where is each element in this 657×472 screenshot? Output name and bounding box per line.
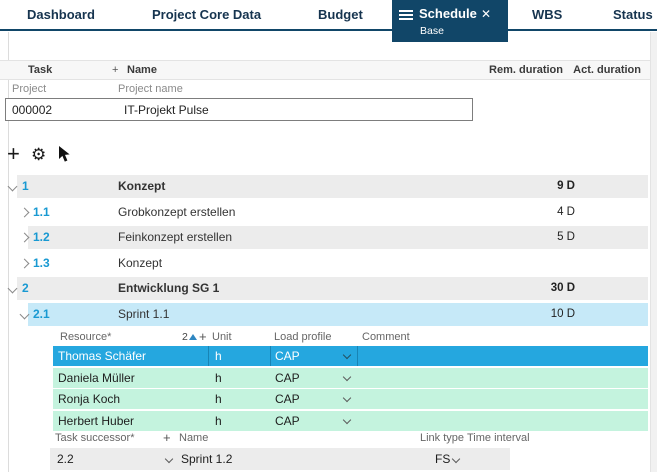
successor-task-number: 2.2 [57,452,74,466]
task-rem-duration: 5 D [557,231,575,243]
col-task-label: Task [28,64,53,76]
res-col-unit-label: Unit [212,331,232,343]
add-icon[interactable]: + [7,141,20,166]
succ-col-link-type-label: Link type [420,432,465,444]
add-column-icon[interactable]: + [112,64,119,76]
tab-wbs[interactable]: WBS [532,7,563,22]
dropdown-chevron-icon[interactable] [164,454,174,464]
dropdown-chevron-icon[interactable] [342,372,352,381]
cell-separator [270,346,271,366]
resource-row[interactable]: Daniela Müller h CAP [53,367,648,388]
pane-left-border [8,32,9,472]
successor-link-type: FS [435,452,451,466]
active-tab-sublabel: Base [420,25,444,37]
cell-separator [208,346,209,366]
project-input-group [5,98,473,121]
successor-name: Sprint 1.2 [181,452,233,466]
resource-load-profile: CAP [275,413,300,428]
task-row[interactable]: 1.1 Grobkonzept erstellen 4 D [0,201,657,224]
succ-col-time-interval-label: Time interval [467,432,530,444]
resource-name: Daniela Müller [58,370,135,385]
task-row[interactable]: 2.1 Sprint 1.1 10 D [0,302,657,326]
settings-gear-icon[interactable]: ⚙ [31,145,47,164]
task-name: Konzept [118,255,163,270]
dropdown-chevron-icon[interactable] [451,454,461,464]
tab-project-core-data[interactable]: Project Core Data [152,7,262,22]
succ-col-task-label: Task successor* [55,432,135,444]
task-row[interactable]: 1.3 Konzept [0,252,657,275]
sort-order-badge[interactable]: 2 [182,329,197,345]
task-number: 1.3 [33,255,50,270]
project-name-field[interactable] [118,99,472,120]
task-row-bg [28,226,648,249]
task-name: Feinkonzept erstellen [118,230,233,244]
task-row-bg [28,302,648,326]
task-row[interactable]: 2 Entwicklung SG 1 30 D [0,277,657,300]
add-successor-column-icon[interactable]: + [163,430,171,445]
succ-col-name-label: Name [179,432,209,444]
resource-unit: h [215,370,222,385]
task-row[interactable]: 1.2 Feinkonzept erstellen 5 D [0,226,657,249]
add-resource-column-icon[interactable]: + [199,329,207,344]
dropdown-chevron-icon[interactable] [342,415,352,424]
dropdown-chevron-icon[interactable] [342,393,352,403]
tab-dashboard[interactable]: Dashboard [27,7,95,22]
sort-ascending-icon [188,334,197,340]
task-successor-row[interactable]: 2.2 Sprint 1.2 FS [50,448,510,470]
project-id-field[interactable] [6,99,118,120]
res-col-load-profile-label: Load profile [274,331,332,343]
col-name-label: Name [127,64,157,76]
resource-unit: h [215,349,222,363]
tab-status[interactable]: Status [613,7,653,22]
resource-row[interactable]: Herbert Huber h CAP [53,410,648,431]
col-act-duration-label: Act. duration [573,64,641,76]
task-name: Sprint 1.1 [118,306,170,321]
task-row[interactable]: 1 Konzept 9 D [0,175,657,198]
sort-order-number: 2 [182,331,188,343]
task-number: 2.1 [33,306,50,321]
resource-name: Ronja Koch [58,392,121,406]
resource-load-profile: CAP [275,349,300,363]
task-rem-duration: 30 D [550,282,575,294]
task-row-bg [17,175,648,198]
resource-row[interactable]: Thomas Schäfer h CAP [53,346,648,366]
tabbar-underline [0,29,657,31]
project-name-label: Project name [118,83,183,95]
col-rem-duration-label: Rem. duration [489,64,563,76]
tab-budget[interactable]: Budget [318,7,363,22]
close-icon[interactable]: ✕ [481,7,492,21]
task-number: 1 [22,179,29,193]
chevron-down-icon[interactable] [7,283,18,294]
resource-unit: h [215,413,222,428]
tab-schedule[interactable]: Schedule ✕ Base [392,0,508,42]
res-col-comment-label: Comment [362,331,410,343]
resource-load-profile: CAP [275,392,300,406]
resource-name: Thomas Schäfer [58,349,147,363]
dropdown-chevron-icon[interactable] [342,350,352,360]
task-rem-duration: 4 D [557,205,575,218]
resource-row[interactable]: Ronja Koch h CAP [53,389,648,409]
active-tab-label: Schedule [419,6,477,21]
task-rem-duration: 10 D [550,307,575,320]
chevron-down-icon[interactable] [7,181,18,192]
hamburger-menu-icon[interactable] [399,10,413,21]
resource-unit: h [215,392,222,406]
task-row-bg [17,277,648,300]
task-number: 1.2 [33,230,50,244]
task-number: 1.1 [33,204,50,219]
task-name: Entwicklung SG 1 [118,281,220,295]
task-name: Konzept [118,179,166,193]
resource-load-profile: CAP [275,370,300,385]
project-id-label: Project [12,83,47,95]
cell-separator [357,346,358,366]
task-number: 2 [22,281,29,295]
task-name: Grobkonzept erstellen [118,204,236,219]
resource-name: Herbert Huber [58,413,135,428]
cursor-pointer-icon[interactable] [58,146,71,168]
column-header-row: Task + Name Rem. duration Act. duration [0,60,650,80]
res-col-resource-label: Resource* [60,331,112,343]
task-rem-duration: 9 D [557,180,575,192]
vertical-scrollbar[interactable] [650,32,657,472]
